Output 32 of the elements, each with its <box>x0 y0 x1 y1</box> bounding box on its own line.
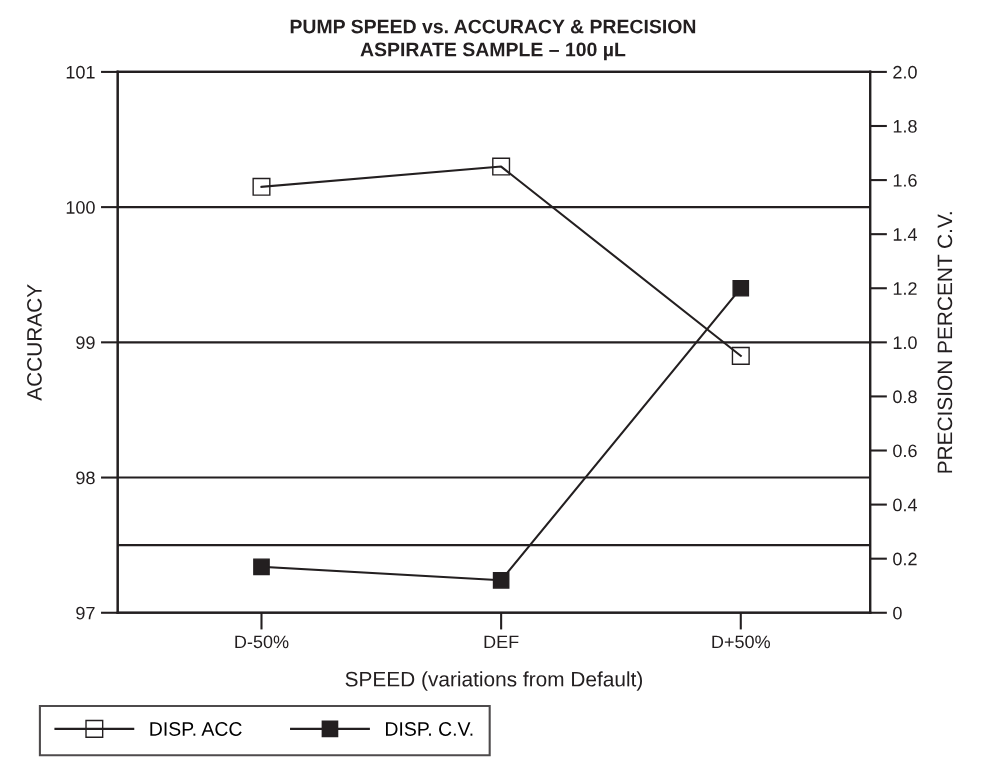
y-tick-label: 100 <box>66 201 95 214</box>
y2-tick-label: 2.0 <box>893 65 917 79</box>
point <box>731 346 750 365</box>
y2-tick-label: 0 <box>893 606 902 620</box>
y-tick-label: 98 <box>76 471 95 485</box>
y2-tick-label: 1.6 <box>893 174 917 187</box>
x-tick-label: D-50% <box>235 635 289 649</box>
y2-tick-label: 1.2 <box>893 282 917 295</box>
legend-label: DISP. C.V. <box>386 722 473 736</box>
point <box>492 571 510 589</box>
y-tick-label: 97 <box>76 606 95 620</box>
y2-axis-title: PRECISION PERCENT C.V. <box>937 212 953 473</box>
x-tick-label: D+50% <box>712 635 770 649</box>
y2-tick-label: 0.6 <box>893 444 917 458</box>
point <box>252 177 271 196</box>
y-tick-label: 99 <box>76 336 95 350</box>
chart-subtitle: ASPIRATE SAMPLE – 100 µL <box>360 42 626 61</box>
legend-label: DISP. ACC <box>150 722 242 736</box>
y2-tick-label: 0.2 <box>893 552 917 566</box>
point <box>732 279 750 297</box>
point <box>492 157 511 176</box>
x-tick-label: DEF <box>484 635 519 649</box>
y2-tick-label: 1.0 <box>893 336 917 350</box>
y2-tick-label: 0.8 <box>893 390 917 404</box>
y2-tick-label: 0.4 <box>893 498 917 512</box>
chart-title: PUMP SPEED vs. ACCURACY & PRECISION <box>290 19 696 34</box>
y2-tick-label: 1.4 <box>893 228 917 241</box>
y-tick-label: 101 <box>66 65 95 79</box>
point <box>253 558 270 576</box>
y-axis-title: ACCURACY <box>27 284 42 401</box>
y2-tick-label: 1.8 <box>893 119 917 133</box>
x-axis-title: SPEED (variations from Default) <box>345 671 643 691</box>
